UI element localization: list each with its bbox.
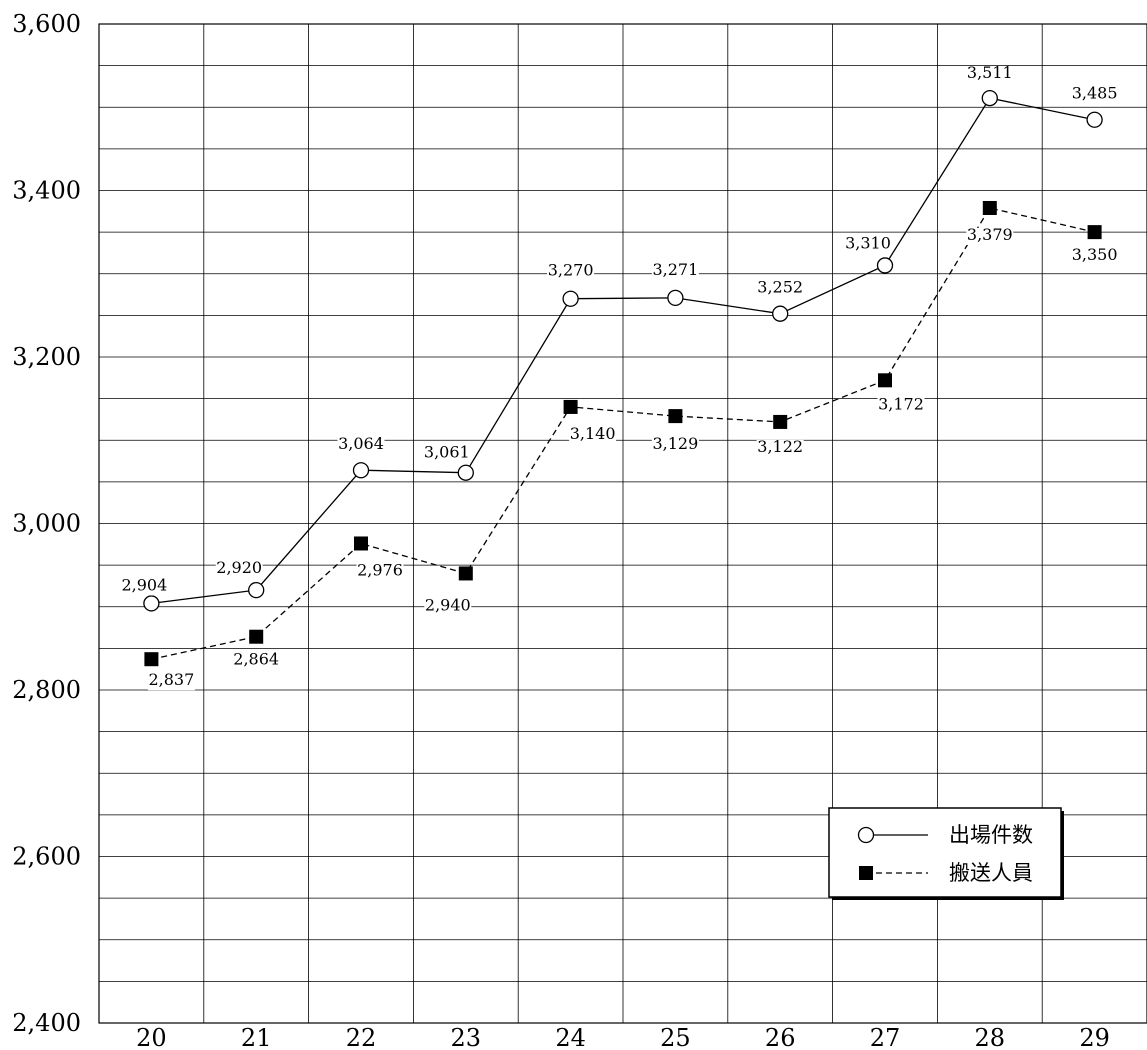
data-point [144, 652, 159, 667]
data-point [878, 373, 892, 388]
data-label: 2,904 [121, 575, 167, 594]
x-tick-label: 27 [870, 1024, 901, 1050]
data-label: 3,271 [652, 260, 698, 279]
series-lines [151, 97, 1095, 660]
data-label: 3,350 [1072, 245, 1118, 264]
y-tick-label: 3,200 [12, 343, 81, 371]
data-label: 3,485 [1072, 84, 1118, 103]
series-line-1 [151, 207, 1095, 660]
y-axis-ticks: 2,400 2,600 2,800 3,000 3,200 3,400 3,600 [12, 10, 81, 1037]
data-label-bg [1071, 86, 1119, 104]
data-label: 3,172 [878, 394, 924, 413]
data-point [876, 257, 894, 274]
y-tick-label: 2,400 [12, 1009, 81, 1037]
data-label: 3,252 [757, 278, 803, 297]
data-label: 2,976 [357, 560, 403, 579]
data-point [982, 200, 997, 215]
data-point [667, 289, 684, 307]
data-label-bg [651, 262, 699, 280]
x-tick-label: 23 [451, 1024, 482, 1050]
grid [98, 23, 1147, 1024]
data-label: 2,920 [216, 558, 262, 577]
data-point [354, 536, 368, 551]
data-label: 3,511 [967, 63, 1013, 82]
x-tick-label: 21 [241, 1024, 272, 1050]
data-point [981, 89, 998, 107]
data-label: 3,061 [424, 443, 470, 462]
data-labels: 2,904 2,920 3,064 3,061 3,270 3,271 3,252 3,310… [120, 63, 1119, 691]
data-label: 3,310 [845, 233, 891, 252]
x-tick-label: 20 [136, 1024, 167, 1050]
x-tick-label: 25 [660, 1024, 691, 1050]
data-label-bg [877, 397, 925, 415]
x-tick-label: 24 [555, 1024, 586, 1050]
data-label-bg [147, 673, 195, 691]
data-label: 3,129 [652, 434, 698, 453]
data-label-bg [120, 578, 168, 596]
data-label-bg [966, 66, 1014, 84]
series-points [143, 89, 1103, 667]
y-tick-label: 3,000 [12, 510, 81, 538]
y-tick-label: 3,400 [12, 177, 81, 205]
data-label: 3,122 [757, 437, 803, 456]
data-label-bg [423, 445, 471, 463]
x-tick-label: 22 [346, 1024, 377, 1050]
data-label-bg [1071, 248, 1119, 266]
series-line-0 [151, 97, 1095, 605]
data-label: 3,140 [570, 424, 616, 443]
data-point [668, 409, 683, 424]
data-label-bg [756, 280, 804, 298]
x-tick-label: 28 [975, 1024, 1006, 1050]
data-point [563, 399, 578, 414]
data-label-bg [215, 561, 263, 579]
data-label: 2,837 [148, 670, 194, 689]
data-label-bg [756, 439, 804, 457]
data-point [143, 595, 160, 612]
legend-label: 出場件数 [949, 823, 1033, 847]
data-label-bg [547, 263, 595, 281]
x-tick-label: 26 [765, 1024, 796, 1050]
x-tick-label: 29 [1079, 1024, 1110, 1050]
data-label-bg [569, 426, 617, 444]
data-point [562, 290, 579, 307]
legend-label: 搬送人員 [949, 861, 1033, 885]
data-point [773, 414, 788, 429]
data-point [1086, 111, 1103, 128]
data-label-bg [844, 236, 892, 254]
data-label: 2,940 [425, 595, 471, 614]
data-label: 3,379 [967, 225, 1013, 244]
data-label-bg [966, 227, 1014, 245]
data-point [352, 462, 370, 479]
data-label-bg [424, 598, 472, 616]
data-label: 3,064 [338, 434, 384, 453]
data-point [249, 629, 264, 644]
data-point [1087, 225, 1102, 240]
y-tick-label: 2,600 [12, 843, 81, 871]
data-label-bg [356, 563, 404, 581]
data-point [772, 305, 789, 322]
data-label: 2,864 [233, 650, 279, 669]
data-label: 3,270 [548, 261, 594, 280]
legend-marker [859, 866, 873, 880]
x-axis-ticks: 20 21 22 23 24 25 26 27 28 29 [136, 1024, 1110, 1050]
y-tick-label: 3,600 [12, 10, 81, 38]
y-tick-label: 2,800 [12, 676, 81, 704]
legend-box [828, 807, 1062, 898]
legend-marker [857, 826, 875, 844]
data-point [457, 464, 474, 481]
data-point [248, 581, 265, 599]
data-point [458, 566, 473, 581]
data-label-bg [651, 437, 699, 455]
data-label-bg [337, 437, 385, 455]
data-label-bg [232, 652, 280, 670]
